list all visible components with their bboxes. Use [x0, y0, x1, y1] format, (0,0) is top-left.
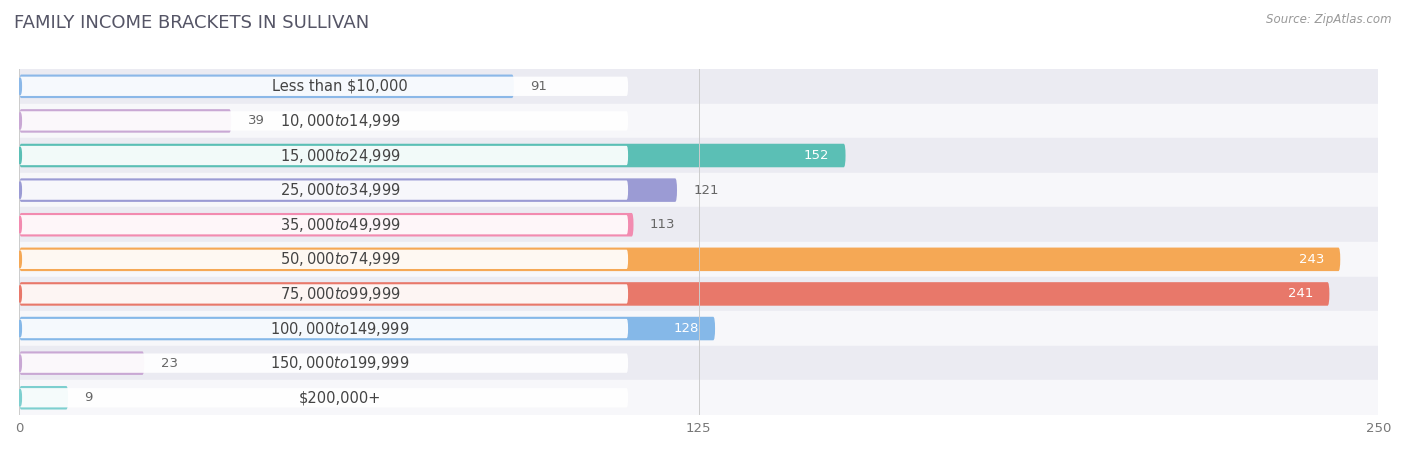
- Bar: [20, 346, 1378, 380]
- FancyBboxPatch shape: [20, 144, 845, 167]
- FancyBboxPatch shape: [20, 248, 1340, 271]
- Text: $10,000 to $14,999: $10,000 to $14,999: [280, 112, 401, 130]
- FancyBboxPatch shape: [20, 213, 634, 237]
- FancyBboxPatch shape: [20, 250, 628, 269]
- FancyBboxPatch shape: [20, 178, 678, 202]
- Bar: [20, 242, 1378, 277]
- Bar: [20, 173, 1378, 207]
- Text: Source: ZipAtlas.com: Source: ZipAtlas.com: [1267, 14, 1392, 27]
- FancyBboxPatch shape: [20, 109, 231, 133]
- Circle shape: [18, 355, 21, 371]
- Circle shape: [18, 320, 21, 337]
- FancyBboxPatch shape: [20, 111, 628, 130]
- Circle shape: [18, 216, 21, 233]
- Circle shape: [18, 147, 21, 164]
- FancyBboxPatch shape: [20, 76, 628, 96]
- Circle shape: [18, 78, 21, 94]
- Text: $25,000 to $34,999: $25,000 to $34,999: [280, 181, 401, 199]
- Text: $200,000+: $200,000+: [298, 390, 381, 405]
- Text: 91: 91: [530, 80, 547, 93]
- FancyBboxPatch shape: [20, 282, 1330, 306]
- FancyBboxPatch shape: [20, 215, 628, 234]
- Bar: [20, 104, 1378, 138]
- Circle shape: [18, 112, 21, 129]
- FancyBboxPatch shape: [20, 351, 145, 375]
- Text: 23: 23: [160, 357, 177, 369]
- Text: 9: 9: [84, 391, 93, 404]
- FancyBboxPatch shape: [20, 284, 628, 304]
- Text: 243: 243: [1299, 253, 1324, 266]
- Bar: [20, 207, 1378, 242]
- Bar: [20, 277, 1378, 311]
- FancyBboxPatch shape: [20, 317, 716, 340]
- Bar: [20, 69, 1378, 104]
- Text: 128: 128: [673, 322, 699, 335]
- Bar: [20, 311, 1378, 346]
- Text: $50,000 to $74,999: $50,000 to $74,999: [280, 250, 401, 268]
- Text: $35,000 to $49,999: $35,000 to $49,999: [280, 216, 401, 234]
- Bar: [20, 138, 1378, 173]
- FancyBboxPatch shape: [20, 75, 515, 98]
- Text: $100,000 to $149,999: $100,000 to $149,999: [270, 320, 409, 338]
- Circle shape: [18, 286, 21, 302]
- Circle shape: [18, 251, 21, 268]
- Text: 241: 241: [1288, 288, 1313, 301]
- Text: $15,000 to $24,999: $15,000 to $24,999: [280, 147, 401, 165]
- Bar: [20, 380, 1378, 415]
- FancyBboxPatch shape: [20, 386, 67, 410]
- Text: $150,000 to $199,999: $150,000 to $199,999: [270, 354, 409, 372]
- FancyBboxPatch shape: [20, 354, 628, 373]
- Circle shape: [18, 390, 21, 406]
- Text: 121: 121: [693, 184, 718, 197]
- Text: $75,000 to $99,999: $75,000 to $99,999: [280, 285, 401, 303]
- FancyBboxPatch shape: [20, 180, 628, 200]
- Text: FAMILY INCOME BRACKETS IN SULLIVAN: FAMILY INCOME BRACKETS IN SULLIVAN: [14, 14, 370, 32]
- FancyBboxPatch shape: [20, 388, 628, 407]
- Text: 39: 39: [247, 114, 264, 127]
- Text: 152: 152: [804, 149, 830, 162]
- FancyBboxPatch shape: [20, 319, 628, 338]
- Text: Less than $10,000: Less than $10,000: [273, 79, 408, 94]
- Text: 113: 113: [650, 218, 675, 231]
- Circle shape: [18, 182, 21, 198]
- FancyBboxPatch shape: [20, 146, 628, 165]
